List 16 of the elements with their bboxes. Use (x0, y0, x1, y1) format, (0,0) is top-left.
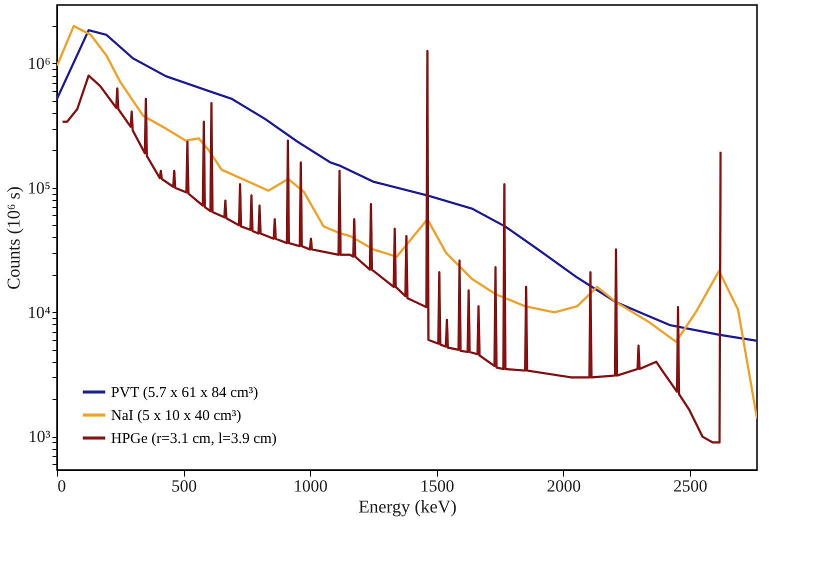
x-tick-label: 500 (171, 476, 197, 496)
y-axis-title: Counts (10⁶ s) (4, 186, 24, 290)
y-tick-label: 10⁴ (28, 302, 51, 322)
x-axis-title: Energy (keV) (358, 496, 457, 516)
legend-label: NaI (5 x 10 x 40 cm³) (111, 408, 242, 424)
legend-label: HPGe (r=3.1 cm, l=3.9 cm) (111, 431, 277, 447)
y-tick-label: 10³ (28, 427, 50, 446)
y-tick-label: 10⁶ (28, 54, 51, 73)
x-tick-label: 1000 (294, 476, 328, 496)
y-tick-label: 10⁵ (28, 178, 51, 198)
legend-label: PVT (5.7 x 61 x 84 cm³) (111, 385, 258, 401)
x-tick-label: 2000 (546, 476, 581, 496)
x-tick-label: 2500 (673, 476, 708, 496)
x-tick-label: 1500 (420, 476, 454, 496)
x-tick-label: 0 (58, 476, 66, 496)
line-series (57, 29, 757, 342)
